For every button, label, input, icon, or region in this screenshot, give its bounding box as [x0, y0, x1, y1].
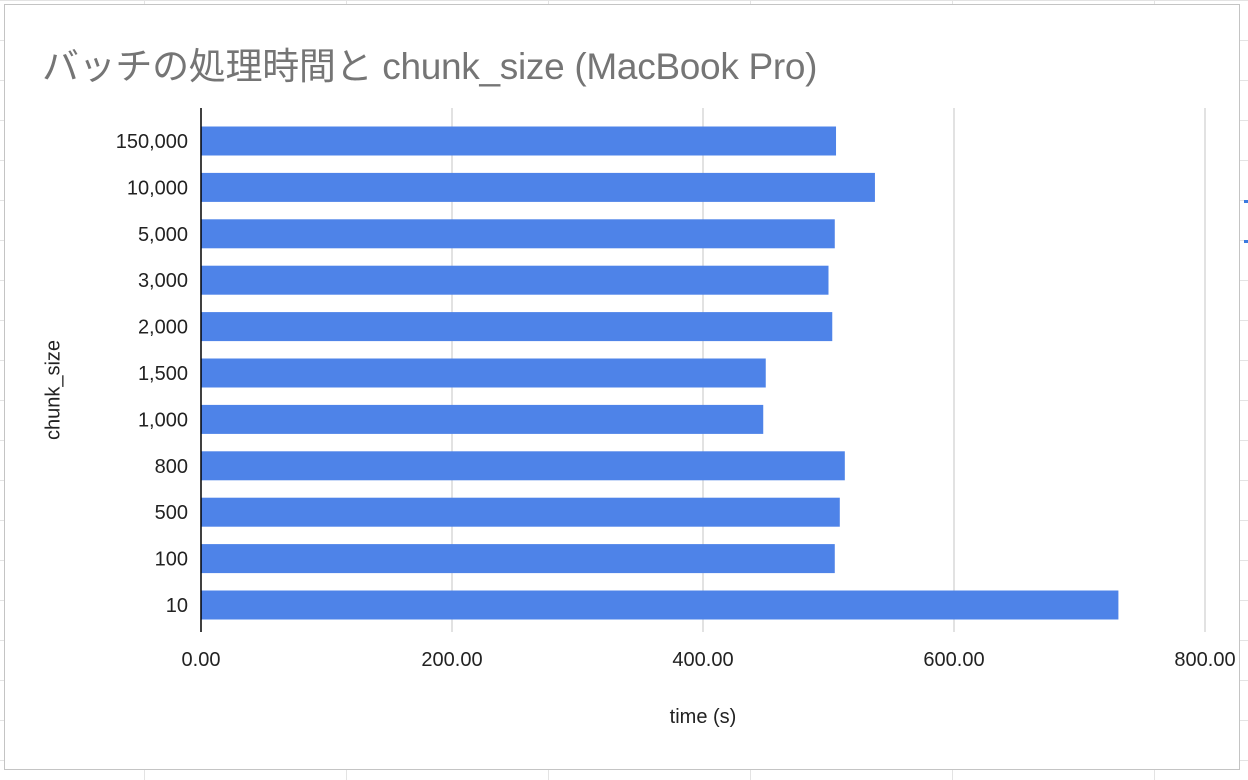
y-tick-label: 10,000	[127, 177, 188, 199]
y-tick-label: 1,500	[138, 363, 188, 385]
bar[interactable]	[201, 312, 833, 342]
x-tick-label: 0.00	[182, 649, 221, 671]
chart-title: バッチの処理時間と chunk_size (MacBook Pro)	[42, 46, 818, 87]
x-tick-label: 600.00	[923, 649, 984, 671]
bars	[201, 126, 1119, 620]
tick-labels: 0.00 200.00 400.00 600.00 800.00 150,000 10,00…	[116, 131, 1236, 671]
bar[interactable]	[201, 265, 829, 295]
y-tick-label: 5,000	[138, 224, 188, 246]
y-tick-label: 10	[166, 595, 188, 617]
y-tick-label: 800	[155, 456, 188, 478]
cell-selection-handle-bottom[interactable]	[1244, 240, 1248, 243]
x-tick-label: 800.00	[1174, 649, 1235, 671]
cell-selection-handle-top[interactable]	[1244, 200, 1248, 203]
x-tick-label: 400.00	[672, 649, 733, 671]
bar[interactable]	[201, 172, 875, 202]
x-axis-title: time (s)	[669, 706, 737, 728]
x-tick-label: 200.00	[421, 649, 482, 671]
bar[interactable]	[201, 451, 845, 481]
y-tick-label: 100	[155, 549, 188, 571]
bar[interactable]	[201, 358, 766, 388]
y-tick-label: 1,000	[138, 409, 188, 431]
bar[interactable]	[201, 497, 840, 527]
y-tick-label: 2,000	[138, 317, 188, 339]
y-tick-label: 150,000	[116, 131, 188, 153]
bar[interactable]	[201, 126, 837, 156]
y-tick-label: 3,000	[138, 270, 188, 292]
bar[interactable]	[201, 590, 1119, 620]
bar[interactable]	[201, 219, 835, 249]
bar[interactable]	[201, 544, 835, 574]
bar[interactable]	[201, 404, 764, 434]
y-tick-label: 500	[155, 502, 188, 524]
